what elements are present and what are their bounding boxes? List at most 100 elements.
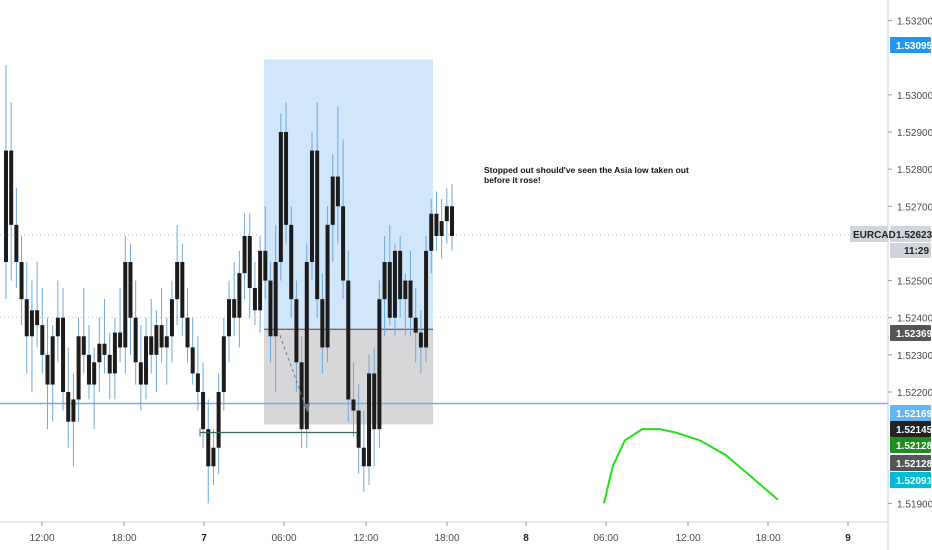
candle-body — [164, 336, 169, 348]
candle-body — [138, 362, 143, 385]
candle-body — [335, 176, 340, 207]
candle-body — [123, 262, 128, 348]
price-label-box — [890, 325, 931, 341]
candle-body — [216, 392, 221, 448]
dashed-arrow — [279, 335, 308, 411]
candle-body — [268, 280, 273, 337]
y-tick-label: 1.52200 — [897, 388, 932, 399]
candle-body — [107, 354, 112, 374]
y-tick-label: 1.53000 — [897, 91, 932, 102]
candle-body — [211, 447, 216, 467]
candle-body — [128, 262, 133, 318]
y-tick-label: 1.51900 — [897, 499, 932, 510]
x-tick-label: 18:00 — [755, 533, 780, 544]
time-axis: 12:00 18:00 7 06:00 12:00 18:00 8 06:00 12:00 18:… — [0, 521, 888, 544]
candle-body — [387, 262, 392, 318]
candle-body — [330, 176, 335, 225]
candle-body — [361, 447, 366, 467]
candle-body — [325, 224, 330, 348]
candle-body — [180, 262, 185, 318]
arrow-head — [303, 403, 310, 413]
candle-body — [377, 299, 382, 430]
price-label-text: 1.52623 — [896, 230, 932, 241]
x-tick-label: 12:00 — [353, 533, 378, 544]
x-tick-label: 18:00 — [111, 533, 136, 544]
candle-body — [19, 262, 24, 300]
y-tick-label: 1.52500 — [897, 277, 932, 288]
y-tick-label: 1.52300 — [897, 351, 932, 362]
price-label-box — [890, 226, 931, 242]
price-label-text: 1.52169 — [896, 409, 932, 420]
candle-body — [247, 236, 252, 288]
candle-body — [97, 343, 102, 363]
candle-body — [92, 362, 97, 385]
candle-body — [159, 325, 164, 348]
candle-body — [450, 206, 454, 236]
annotation-line-1: Stopped out should've seen the Asia low … — [484, 165, 689, 175]
candle-body — [149, 336, 154, 355]
candle-body — [185, 317, 190, 348]
candle-body — [289, 224, 294, 300]
candle-body — [221, 336, 226, 392]
candle-body — [444, 206, 449, 222]
candle-body — [299, 362, 304, 430]
x-tick-label: 8 — [523, 533, 529, 544]
symbol-label-box — [850, 226, 888, 242]
candle-body — [392, 250, 397, 318]
candle-body — [24, 299, 29, 337]
drawings — [199, 335, 357, 437]
candle-body — [118, 332, 123, 348]
x-tick-label: 7 — [201, 533, 207, 544]
price-label-box — [890, 472, 931, 488]
candle-body — [76, 336, 81, 400]
candle-body — [195, 373, 200, 392]
candle-body — [86, 354, 91, 385]
annotation-line-2: before it rose! — [484, 175, 541, 185]
candle-body — [258, 250, 263, 311]
x-tick-label: 18:00 — [434, 533, 459, 544]
price-label-box — [890, 437, 931, 453]
price-labels: 1.53095 1.52623 1.52369 1.52169 1.52145 1.521… — [850, 37, 932, 488]
candle-body — [9, 150, 14, 225]
candle-body — [424, 250, 429, 348]
price-label-text: 1.52128 — [896, 441, 932, 452]
candle-body — [4, 150, 8, 262]
candle-body — [175, 262, 180, 300]
price-label-box — [890, 421, 931, 437]
candle-body — [35, 310, 40, 326]
candle-body — [61, 317, 66, 392]
candle-body — [40, 325, 45, 355]
candle-body — [169, 299, 174, 337]
x-tick-label: 06:00 — [593, 533, 618, 544]
price-label-text: 1.52128 — [896, 459, 932, 470]
x-tick-label: 12:00 — [675, 533, 700, 544]
countdown-label: 11:29 — [904, 246, 929, 257]
candle-body — [315, 150, 320, 300]
candle-body — [227, 299, 231, 337]
candle-body — [14, 224, 19, 262]
price-label-text: 1.52369 — [896, 329, 932, 340]
candle-body — [144, 336, 149, 385]
y-tick-label: 1.53200 — [897, 17, 932, 28]
candle-body — [237, 273, 242, 318]
price-label-box — [890, 405, 931, 421]
candle-body — [408, 280, 413, 318]
candle-body — [367, 373, 372, 467]
price-label-box — [890, 455, 931, 471]
forecast-curve — [603, 428, 779, 504]
y-tick-label: 1.52900 — [897, 128, 932, 139]
candle-body — [50, 336, 55, 385]
candle-body — [29, 310, 34, 337]
candle-body — [278, 132, 283, 262]
y-tick-label: 1.52700 — [897, 202, 932, 213]
price-label-text: 1.52091 — [896, 476, 932, 487]
candle-body — [382, 262, 387, 300]
candle-body — [439, 221, 444, 236]
candle-body — [434, 213, 439, 236]
candle-body — [346, 280, 351, 400]
candle-body — [66, 392, 71, 422]
candle-body — [273, 262, 278, 337]
candle-body — [418, 332, 423, 348]
price-label-text: 1.52145 — [896, 425, 932, 436]
